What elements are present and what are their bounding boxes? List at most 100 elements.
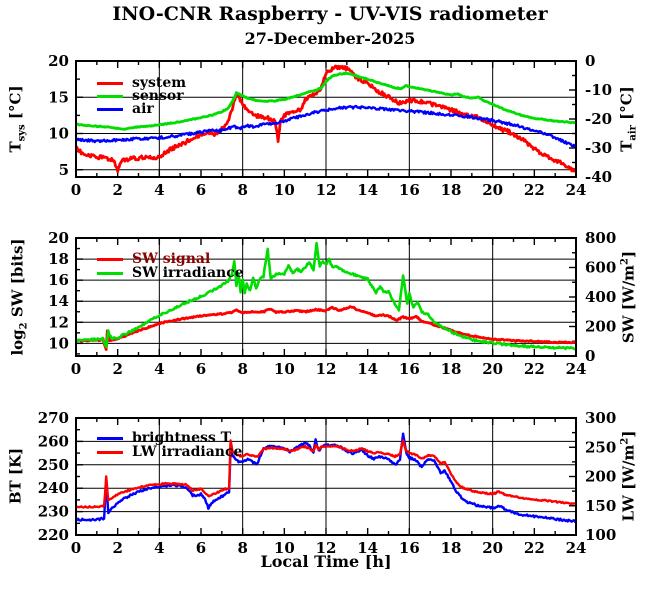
y-left-tick-label: 18 xyxy=(48,250,69,268)
y-left-tick-label: 10 xyxy=(48,125,69,143)
legend-item-sw-irradiance: SW irradiance xyxy=(97,266,244,280)
legend-swatch-air xyxy=(97,108,123,111)
legend-swatch-system xyxy=(97,82,123,85)
series-sensor xyxy=(76,71,576,131)
x-tick-label: 4 xyxy=(154,181,164,199)
y-left-tick-label: 15 xyxy=(48,88,69,106)
x-tick-label: 4 xyxy=(154,360,164,378)
panel-frame xyxy=(75,237,577,357)
series-sw-irradiance xyxy=(76,241,576,351)
legend-item-brightness-t: brightness T xyxy=(97,431,231,445)
x-tick-label: 14 xyxy=(357,360,378,378)
series-brightness-t xyxy=(76,432,576,523)
x-tick-label: 4 xyxy=(154,539,164,557)
chart-subtitle: 27-December-2025 xyxy=(244,29,416,48)
y-axis-label-log2sw: log2 SW [bits] xyxy=(8,238,30,356)
x-tick-label: 6 xyxy=(196,360,206,378)
x-tick-label: 24 xyxy=(566,181,587,199)
x-tick-label: 0 xyxy=(71,539,81,557)
x-tick-label: 24 xyxy=(566,360,587,378)
y-right-tick-label: 800 xyxy=(585,229,616,247)
x-tick-label: 8 xyxy=(237,181,247,199)
x-tick-label: 24 xyxy=(566,539,587,557)
y-left-tick-label: 12 xyxy=(48,313,69,331)
x-tick-label: 0 xyxy=(71,360,81,378)
panel-longwave: 0 2 4 6 8 10 12 14 16 18 20 22 242202302402502602701… xyxy=(38,409,617,557)
series-lw-irradiance xyxy=(76,439,576,509)
series-system xyxy=(76,64,576,174)
y-right-tick-label: 100 xyxy=(585,526,616,544)
x-tick-label: 20 xyxy=(482,539,503,557)
legend-item-system: system xyxy=(97,76,186,90)
y-right-tick-label: 600 xyxy=(585,259,616,277)
legend-swatch-sw-signal xyxy=(97,258,123,261)
x-tick-label: 0 xyxy=(71,181,81,199)
legend-item-sw-signal: SW signal xyxy=(97,252,210,266)
y-right-tick-label: 150 xyxy=(585,497,616,515)
y-right-tick-label: -10 xyxy=(585,81,612,99)
series-sw-signal xyxy=(76,305,576,352)
x-tick-label: 18 xyxy=(441,539,462,557)
legend-item-lw-irradiance: LW irradiance xyxy=(97,445,242,459)
y-left-tick-label: 20 xyxy=(48,229,69,247)
y-left-tick-label: 250 xyxy=(38,456,69,474)
x-tick-label: 14 xyxy=(357,539,378,557)
y-left-tick-label: 10 xyxy=(48,334,69,352)
x-tick-label: 16 xyxy=(399,539,420,557)
y-left-tick-label: 240 xyxy=(38,479,69,497)
x-tick-label: 18 xyxy=(441,360,462,378)
series-air xyxy=(76,104,576,149)
x-tick-label: 10 xyxy=(274,539,295,557)
panel-frame xyxy=(75,60,577,178)
y-right-tick-label: 400 xyxy=(585,288,616,306)
chart-title: INO-CNR Raspberry - UV-VIS radiometer xyxy=(112,3,548,25)
x-tick-label: 12 xyxy=(316,539,337,557)
y-axis-label-sw: SW [W/m2] xyxy=(619,250,638,344)
x-tick-label: 22 xyxy=(524,360,545,378)
x-tick-label: 22 xyxy=(524,181,545,199)
y-left-tick-label: 5 xyxy=(59,161,69,179)
y-right-tick-label: 200 xyxy=(585,468,616,486)
y-left-tick-label: 14 xyxy=(48,292,69,310)
y-left-tick-label: 260 xyxy=(38,432,69,450)
y-left-tick-label: 16 xyxy=(48,271,69,289)
x-tick-label: 22 xyxy=(524,539,545,557)
x-tick-label: 2 xyxy=(112,539,122,557)
x-tick-label: 16 xyxy=(399,360,420,378)
x-tick-label: 8 xyxy=(237,539,247,557)
y-right-tick-label: -40 xyxy=(585,168,612,186)
panel-frame xyxy=(75,417,577,536)
y-left-tick-label: 20 xyxy=(48,52,69,70)
y-right-tick-label: 300 xyxy=(585,409,616,427)
x-tick-label: 18 xyxy=(441,181,462,199)
y-left-tick-label: 220 xyxy=(38,526,69,544)
y-right-tick-label: -20 xyxy=(585,110,612,128)
legend-item-sensor: sensor xyxy=(97,89,184,103)
x-tick-label: 14 xyxy=(357,181,378,199)
y-axis-label-bt: BT [K] xyxy=(6,447,25,505)
panel-temperature: 0 2 4 6 8 10 12 14 16 18 20 22 245101520-40-30-20-10… xyxy=(48,52,612,199)
x-tick-label: 2 xyxy=(112,181,122,199)
y-axis-label-tair: Tair [°C] xyxy=(617,86,639,152)
legend-swatch-brightness-t xyxy=(97,437,123,440)
x-tick-label: 12 xyxy=(316,360,337,378)
x-tick-label: 12 xyxy=(316,181,337,199)
y-left-tick-label: 230 xyxy=(38,503,69,521)
legend-swatch-lw-irradiance xyxy=(97,451,123,454)
x-tick-label: 8 xyxy=(237,360,247,378)
x-tick-label: 10 xyxy=(274,360,295,378)
x-tick-label: 20 xyxy=(482,360,503,378)
y-right-tick-label: 250 xyxy=(585,438,616,456)
y-right-tick-label: 200 xyxy=(585,318,616,336)
y-left-tick-label: 270 xyxy=(38,409,69,427)
y-axis-label-tsys: Tsys [°C] xyxy=(6,85,28,153)
legend-swatch-sensor xyxy=(97,95,123,98)
x-tick-label: 6 xyxy=(196,539,206,557)
y-right-tick-label: 0 xyxy=(585,52,595,70)
panel-shortwave: 0 2 4 6 8 10 12 14 16 18 20 22 241012141618200200400… xyxy=(48,229,616,378)
x-tick-label: 10 xyxy=(274,181,295,199)
x-axis-label: Local Time [h] xyxy=(260,552,392,571)
